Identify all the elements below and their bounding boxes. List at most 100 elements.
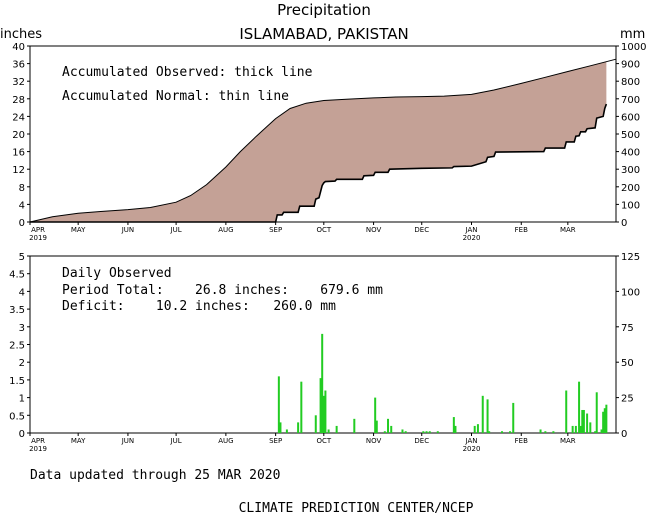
- daily-year-label: 2019: [29, 445, 47, 453]
- acc-month-label: MAY: [71, 226, 86, 234]
- acc-right-tick-label: 400: [621, 148, 640, 159]
- daily-left-tick-label: 0.5: [9, 411, 25, 422]
- daily-right-tick-label: 25: [621, 394, 634, 405]
- daily-bar: [401, 429, 404, 433]
- daily-bar: [473, 425, 476, 433]
- daily-bar: [571, 425, 574, 433]
- acc-right-tick-label: 1000: [621, 42, 646, 53]
- daily-bar: [586, 413, 589, 433]
- acc-month-label: APR: [31, 226, 45, 234]
- acc-left-tick-label: 4: [19, 200, 25, 211]
- daily-panel: 00.511.522.533.544.550255075100125APR201…: [9, 252, 640, 453]
- acc-right-tick-label: 200: [621, 183, 640, 194]
- left-unit-label: inches: [0, 27, 42, 42]
- acc-right-tick-label: 300: [621, 165, 640, 176]
- daily-month-label: JAN: [465, 437, 478, 445]
- daily-bar: [297, 422, 300, 433]
- daily-left-tick-label: 3: [19, 323, 25, 334]
- daily-left-tick-label: 3.5: [9, 305, 25, 316]
- normal-line: [29, 58, 617, 223]
- daily-bar: [322, 395, 325, 433]
- daily-bar: [327, 429, 330, 433]
- daily-right-tick-label: 0: [621, 429, 627, 440]
- daily-bar: [512, 402, 515, 433]
- daily-month-label: AUG: [218, 437, 233, 445]
- acc-right-tick-label: 800: [621, 77, 640, 88]
- daily-year-label: 2020: [463, 445, 481, 453]
- acc-left-tick-label: 0: [19, 218, 25, 229]
- acc-right-tick-label: 900: [621, 60, 640, 71]
- daily-bar: [319, 378, 322, 433]
- acc-left-tick-label: 20: [12, 130, 25, 141]
- daily-month-label: MAR: [560, 437, 576, 445]
- daily-bar: [428, 431, 431, 433]
- daily-bar: [552, 431, 555, 433]
- daily-left-tick-label: 1.5: [9, 376, 25, 387]
- daily-bar: [452, 417, 455, 433]
- daily-right-tick-label: 100: [621, 287, 640, 298]
- acc-right-tick-label: 100: [621, 200, 640, 211]
- daily-bar: [300, 381, 303, 433]
- acc-left-tick-label: 28: [12, 95, 25, 106]
- daily-bar: [324, 390, 327, 433]
- acc-left-tick-label: 40: [12, 42, 25, 53]
- daily-bar: [574, 425, 577, 433]
- acc-month-label: DEC: [414, 226, 429, 234]
- daily-bar: [579, 425, 582, 433]
- acc-month-label: FEB: [515, 226, 528, 234]
- acc-left-tick-label: 32: [12, 77, 25, 88]
- daily-bar: [375, 420, 378, 433]
- acc-right-tick-label: 500: [621, 130, 640, 141]
- credit-text: CLIMATE PREDICTION CENTER/NCEP: [239, 501, 474, 516]
- chart-location: ISLAMABAD, PAKISTAN: [239, 25, 408, 43]
- chart-title: Precipitation: [277, 1, 371, 19]
- period-total-line: Period Total: 26.8 inches: 679.6 mm: [62, 283, 383, 298]
- daily-bar: [436, 431, 439, 433]
- daily-bar: [279, 422, 282, 433]
- daily-bar: [581, 409, 584, 433]
- daily-bar: [589, 422, 592, 433]
- daily-month-label: NOV: [366, 437, 382, 445]
- daily-bar: [486, 399, 489, 433]
- right-unit-label: mm: [620, 27, 645, 42]
- daily-month-label: OCT: [316, 437, 331, 445]
- observed-legend-note: Accumulated Observed: thick line: [62, 65, 313, 80]
- acc-month-label: JAN: [465, 226, 478, 234]
- normal-legend-note: Accumulated Normal: thin line: [62, 89, 289, 104]
- daily-bar: [390, 425, 393, 433]
- daily-left-tick-label: 4: [19, 287, 25, 298]
- daily-bar: [509, 431, 512, 433]
- daily-bar: [285, 429, 288, 433]
- daily-month-label: JUL: [170, 437, 182, 445]
- daily-month-label: SEP: [269, 437, 282, 445]
- acc-left-tick-label: 12: [12, 165, 25, 176]
- daily-right-tick-label: 125: [621, 252, 640, 263]
- daily-bar: [422, 431, 425, 433]
- daily-bar: [374, 397, 377, 433]
- acc-year-label: 2020: [463, 234, 481, 242]
- daily-bar: [544, 431, 547, 433]
- acc-right-tick-label: 700: [621, 95, 640, 106]
- acc-left-tick-label: 8: [19, 183, 25, 194]
- daily-bar: [539, 429, 542, 433]
- daily-bar: [476, 424, 479, 433]
- deficit-line: Deficit: 10.2 inches: 260.0 mm: [62, 299, 336, 314]
- accumulated-panel: 0481216202428323640010020030040050060070…: [12, 42, 646, 242]
- acc-right-tick-label: 600: [621, 112, 640, 123]
- daily-left-tick-label: 4.5: [9, 270, 25, 281]
- acc-left-tick-label: 36: [12, 60, 25, 71]
- daily-bar: [602, 411, 605, 433]
- daily-bar: [600, 429, 603, 433]
- daily-bar: [488, 431, 491, 433]
- daily-bar: [404, 431, 407, 433]
- acc-left-tick-label: 16: [12, 148, 25, 159]
- daily-bar: [314, 415, 317, 433]
- daily-bar: [578, 381, 581, 433]
- daily-month-label: APR: [31, 437, 45, 445]
- data-updated-text: Data updated through 25 MAR 2020: [30, 468, 280, 483]
- daily-left-tick-label: 2.5: [9, 341, 25, 352]
- daily-left-tick-label: 0: [19, 429, 25, 440]
- daily-left-tick-label: 2: [19, 358, 25, 369]
- daily-bar: [582, 409, 585, 433]
- daily-bar: [387, 418, 390, 433]
